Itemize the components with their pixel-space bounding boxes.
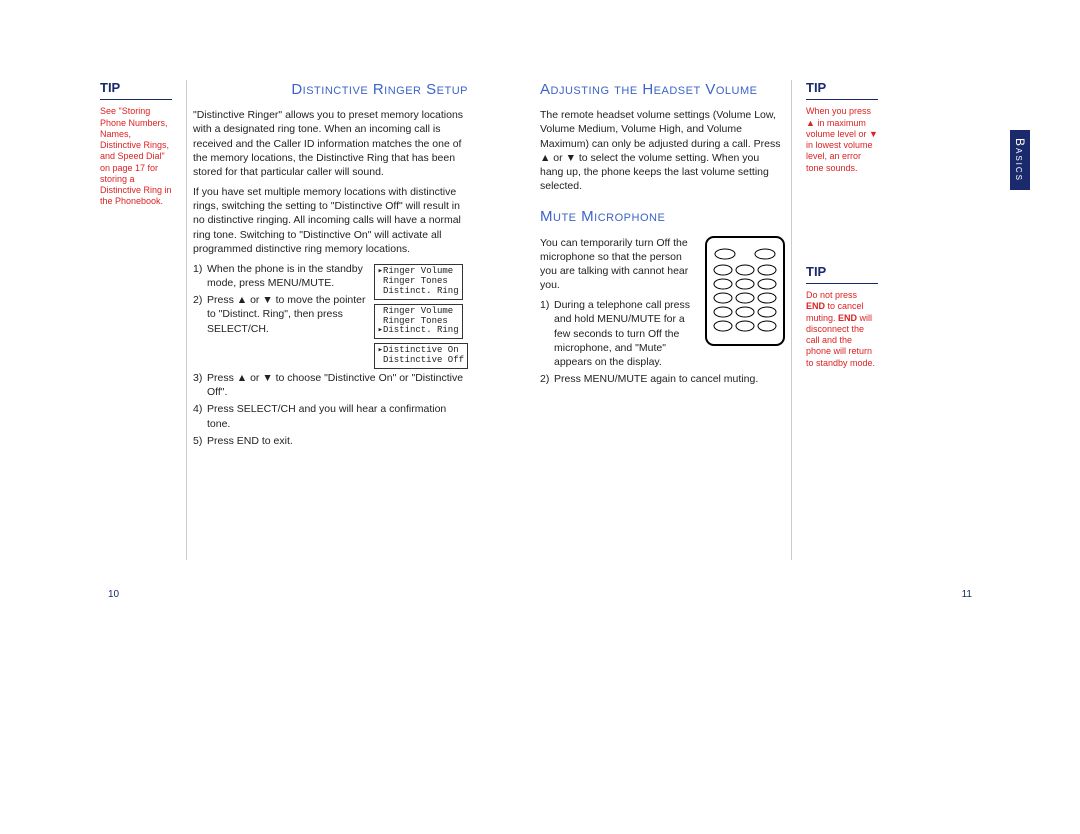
paragraph: If you have set multiple memory location… — [193, 185, 468, 256]
tip-label: TIP — [100, 80, 172, 100]
tip-body: Do not press END to cancel muting. END w… — [806, 290, 878, 369]
step-row: 2)Press MENU/MUTE again to cancel muting… — [540, 372, 785, 386]
section-title: Adjusting the Headset Volume — [540, 80, 785, 100]
keypad-icon — [705, 236, 785, 346]
paragraph: You can temporarily turn Off the microph… — [540, 236, 690, 293]
step-text: Press MENU/MUTE again to cancel muting. — [554, 372, 758, 386]
lcd-screen: Ringer Volume Ringer Tones ▸Distinct. Ri… — [374, 304, 463, 340]
lcd-group: ▸Ringer Volume Ringer Tones Distinct. Ri… — [374, 262, 468, 371]
step-text: Press SELECT/CH and you will hear a conf… — [207, 402, 468, 430]
page-number: 11 — [962, 589, 972, 600]
right-tip-column: TIP When you press ▲ in maximum volume l… — [806, 80, 878, 560]
step-number: 2) — [540, 372, 554, 386]
step-text: Press END to exit. — [207, 434, 293, 448]
basics-tab: Basics — [1010, 130, 1030, 190]
step-row: 1)During a telephone call press and hold… — [540, 298, 690, 369]
lcd-screen: ▸Distinctive On Distinctive Off — [374, 343, 468, 369]
tip-body: When you press ▲ in maximum volume level… — [806, 106, 878, 174]
step-text: When the phone is in the standby mode, p… — [207, 262, 368, 290]
section-title: Mute Microphone — [540, 207, 785, 227]
tip-label: TIP — [806, 80, 878, 100]
column-divider — [186, 80, 187, 560]
step-text: During a telephone call press and hold M… — [554, 298, 690, 369]
right-main-column: Adjusting the Headset Volume The remote … — [540, 80, 785, 560]
right-page: Adjusting the Headset Volume The remote … — [540, 80, 980, 560]
step-row: 5)Press END to exit. — [193, 434, 468, 448]
column-divider — [791, 80, 792, 560]
page-spread: TIP See "Storing Phone Numbers, Names, D… — [100, 80, 980, 560]
tip-label: TIP — [806, 264, 878, 284]
page-number: 10 — [108, 589, 119, 600]
step-row: 2)Press ▲ or ▼ to move the pointer to "D… — [193, 293, 368, 336]
step-text: Press ▲ or ▼ to move the pointer to "Dis… — [207, 293, 368, 336]
step-number: 5) — [193, 434, 207, 448]
step-number: 4) — [193, 402, 207, 430]
step-number: 1) — [540, 298, 554, 369]
left-main-column: Distinctive Ringer Setup "Distinctive Ri… — [193, 80, 468, 560]
step-row: 1)When the phone is in the standby mode,… — [193, 262, 368, 290]
lcd-screen: ▸Ringer Volume Ringer Tones Distinct. Ri… — [374, 264, 463, 300]
step-text: Press ▲ or ▼ to choose "Distinctive On" … — [207, 371, 468, 399]
paragraph: The remote headset volume settings (Volu… — [540, 108, 785, 193]
step-number: 1) — [193, 262, 207, 290]
step-row: 4)Press SELECT/CH and you will hear a co… — [193, 402, 468, 430]
step-number: 3) — [193, 371, 207, 399]
step-number: 2) — [193, 293, 207, 336]
section-title: Distinctive Ringer Setup — [193, 80, 468, 100]
step-row: 3)Press ▲ or ▼ to choose "Distinctive On… — [193, 371, 468, 399]
left-tip-column: TIP See "Storing Phone Numbers, Names, D… — [100, 80, 172, 560]
paragraph: "Distinctive Ringer" allows you to prese… — [193, 108, 468, 179]
tip-body: See "Storing Phone Numbers, Names, Disti… — [100, 106, 172, 207]
left-page: TIP See "Storing Phone Numbers, Names, D… — [100, 80, 540, 560]
